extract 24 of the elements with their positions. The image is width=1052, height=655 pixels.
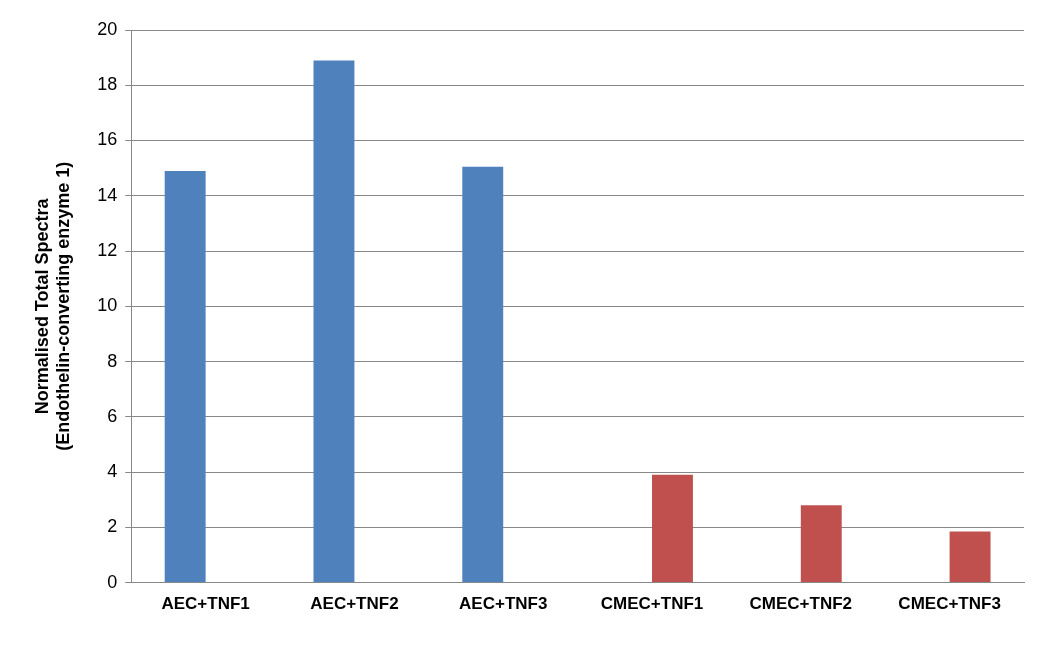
y-tick-label: 20 — [97, 18, 118, 39]
x-tick-label: AEC+TNF3 — [459, 594, 548, 614]
x-tick-label: CMEC+TNF3 — [898, 594, 1001, 614]
bar — [652, 474, 693, 583]
bar — [313, 60, 355, 583]
y-tick-label: 8 — [107, 350, 118, 371]
y-axis-title: Normalised Total Spectra (Endothelin-converting enzyme 1) — [31, 161, 74, 451]
y-tick-label: 14 — [97, 184, 118, 205]
x-tick-label: CMEC+TNF1 — [600, 594, 704, 614]
y-tick-label: 18 — [97, 74, 118, 95]
bar — [164, 170, 206, 583]
x-tick-label: CMEC+TNF2 — [749, 594, 853, 614]
y-tick-label: 16 — [97, 129, 118, 150]
y-tick-label: 6 — [107, 405, 118, 426]
y-tick-label: 0 — [107, 571, 118, 592]
y-tick-label: 4 — [107, 461, 118, 482]
x-tick-label: AEC+TNF2 — [310, 594, 399, 614]
y-tick-label: 12 — [97, 240, 118, 261]
bar — [462, 166, 504, 583]
x-tick-label: AEC+TNF1 — [161, 594, 250, 614]
bar — [800, 505, 842, 583]
bar — [949, 531, 991, 583]
y-tick-label: 10 — [97, 295, 118, 316]
y-tick-label: 2 — [107, 516, 118, 537]
